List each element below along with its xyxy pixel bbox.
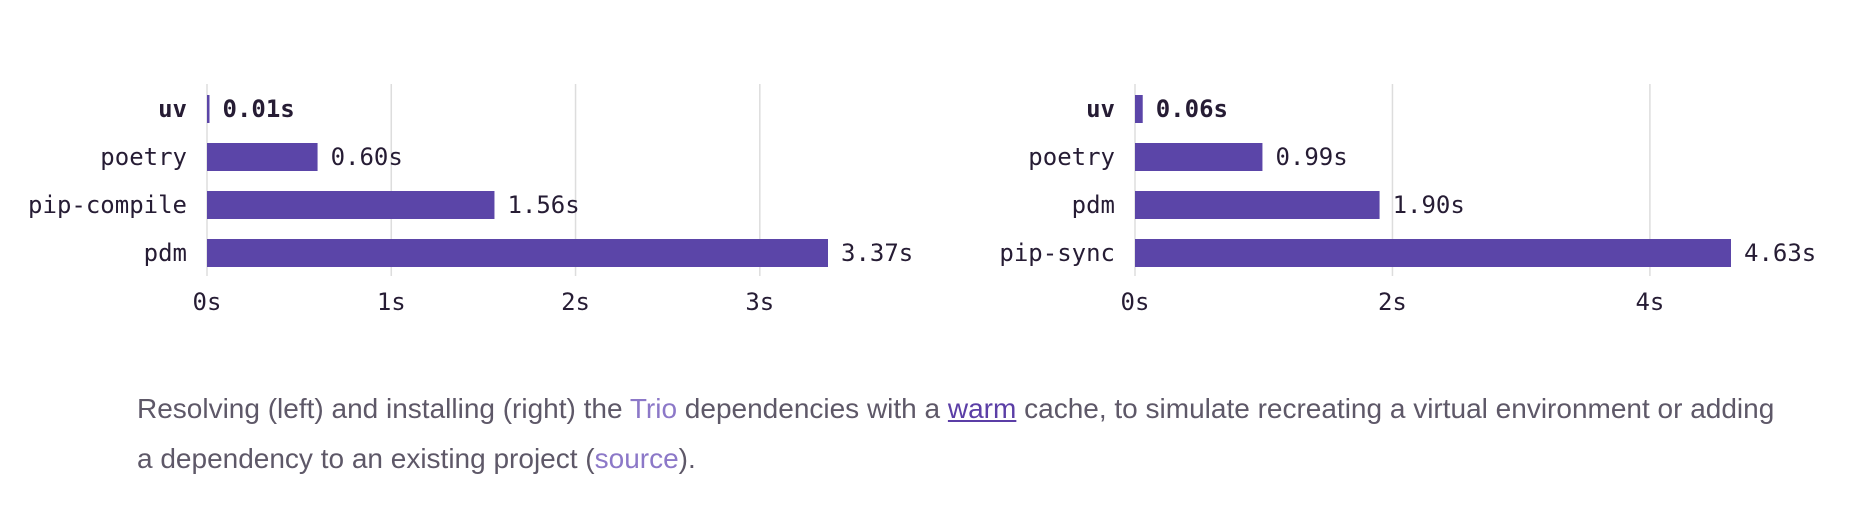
- value-label-uv: 0.06s: [1156, 95, 1228, 123]
- x-tick-label: 3s: [745, 288, 774, 316]
- category-label-pdm: pdm: [144, 239, 187, 267]
- bar-uv: [1135, 95, 1143, 123]
- x-tick-label: 2s: [1378, 288, 1407, 316]
- chart-installing: 0s 2s 4s uv 0.06s poetry 0.99s pdm 1.90s pip-sync…: [999, 84, 1816, 316]
- trio-link[interactable]: Trio: [629, 393, 678, 424]
- category-label-poetry: poetry: [100, 143, 187, 171]
- category-label-pip-sync: pip-sync: [999, 239, 1115, 267]
- caption-text-3: cache, to simulate recreating a virtual …: [137, 393, 1775, 474]
- value-label-pip-compile: 1.56s: [507, 191, 579, 219]
- bar-pip-compile: [207, 191, 495, 219]
- value-label-poetry: 0.99s: [1275, 143, 1347, 171]
- category-label-uv: uv: [158, 95, 187, 123]
- category-label-uv: uv: [1086, 95, 1115, 123]
- x-tick-label: 4s: [1635, 288, 1664, 316]
- bar-pdm: [1135, 191, 1380, 219]
- caption-text-4: ).: [678, 443, 696, 474]
- source-link[interactable]: source: [594, 443, 679, 474]
- value-label-pip-sync: 4.63s: [1744, 239, 1816, 267]
- category-label-pip-compile: pip-compile: [28, 191, 187, 219]
- bar-poetry: [1135, 143, 1263, 171]
- x-tick-label: 0s: [1121, 288, 1150, 316]
- x-tick-label: 1s: [377, 288, 406, 316]
- category-label-poetry: poetry: [1028, 143, 1115, 171]
- bar-pip-sync: [1135, 239, 1731, 267]
- category-label-pdm: pdm: [1072, 191, 1115, 219]
- x-tick-label: 0s: [193, 288, 222, 316]
- caption-text-2: dependencies with a: [677, 393, 948, 424]
- value-label-pdm: 3.37s: [841, 239, 913, 267]
- x-tick-label: 2s: [561, 288, 590, 316]
- charts: 0s 1s 2s 3s uv 0.01s poetry 0.60s pip-compile 1.5…: [28, 84, 1816, 316]
- value-label-pdm: 1.90s: [1393, 191, 1465, 219]
- bar-poetry: [207, 143, 318, 171]
- bar-pdm: [207, 239, 828, 267]
- bar-uv: [207, 95, 210, 123]
- figure-caption: Resolving (left) and installing (right) …: [137, 384, 1777, 484]
- chart-resolving: 0s 1s 2s 3s uv 0.01s poetry 0.60s pip-compile 1.5…: [28, 84, 913, 316]
- caption-text-1: Resolving (left) and installing (right) …: [137, 393, 630, 424]
- warm-link[interactable]: warm: [947, 393, 1017, 424]
- value-label-uv: 0.01s: [223, 95, 295, 123]
- value-label-poetry: 0.60s: [331, 143, 403, 171]
